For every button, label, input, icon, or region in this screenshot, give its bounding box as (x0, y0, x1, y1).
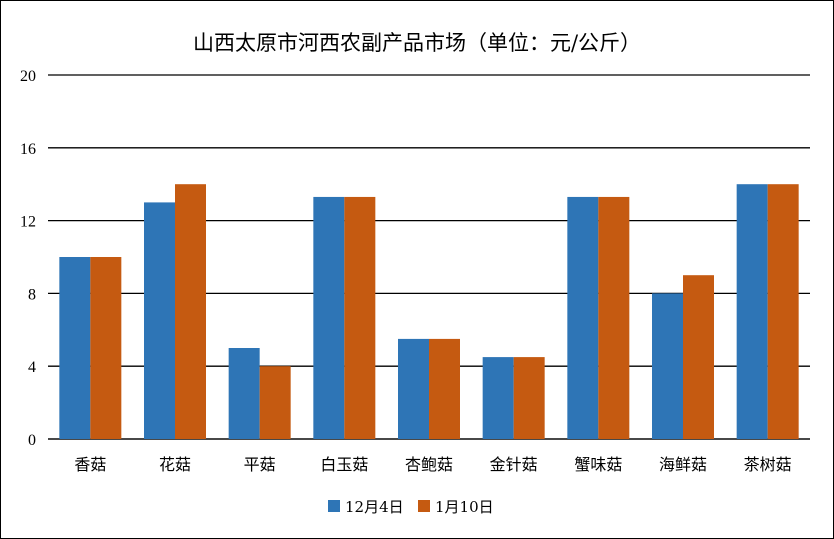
bar-series1 (398, 338, 429, 439)
bar-series2 (598, 196, 630, 439)
legend-swatch (328, 500, 340, 512)
legend-label: 12月4日 (345, 498, 404, 516)
y-tick-label: 16 (20, 141, 36, 158)
bar-series2 (767, 184, 799, 439)
bar-series1 (59, 257, 91, 439)
x-category-label: 蟹味菇 (574, 455, 622, 474)
x-category-label: 花菇 (159, 455, 191, 474)
y-tick-label: 12 (20, 214, 36, 231)
bar-series1 (144, 202, 175, 439)
x-category-label: 白玉菇 (320, 455, 368, 474)
legend-swatch (418, 500, 430, 512)
y-tick-label: 4 (28, 359, 36, 376)
bar-series2 (175, 184, 206, 439)
y-tick-label: 8 (28, 286, 36, 303)
bar-series2 (90, 257, 122, 439)
bar-series1 (228, 348, 260, 439)
legend-label: 1月10日 (435, 498, 494, 516)
x-category-label: 香菇 (74, 455, 106, 474)
x-category-label: 茶树菇 (744, 455, 792, 474)
x-category-label: 海鲜菇 (659, 455, 707, 474)
bar-series1 (736, 184, 768, 439)
bar-series2 (259, 366, 291, 439)
bar-series2 (513, 357, 545, 439)
bar-series2 (683, 275, 714, 439)
x-category-label: 金针菇 (490, 455, 538, 474)
bar-series2 (429, 338, 460, 439)
legend: 12月4日 1月10日 (328, 498, 494, 516)
y-tick-label: 20 (20, 68, 36, 85)
y-axis-ticks: 0 4 8 12 16 20 (20, 68, 36, 449)
y-tick-label: 0 (28, 432, 36, 449)
bar-series1 (482, 357, 514, 439)
chart-title: 山西太原市河西农副产品市场（单位：元/公斤） (193, 31, 641, 55)
bar-series1 (313, 196, 345, 439)
x-axis-labels: 香菇 花菇 平菇 白玉菇 杏鲍菇 金针菇 蟹味菇 海鲜菇 茶树菇 (74, 455, 791, 474)
bar-series1 (652, 293, 683, 439)
bars (59, 184, 799, 439)
x-category-label: 平菇 (244, 455, 276, 474)
bar-series2 (344, 196, 376, 439)
bar-series1 (567, 196, 599, 439)
x-category-label: 杏鲍菇 (405, 455, 453, 474)
